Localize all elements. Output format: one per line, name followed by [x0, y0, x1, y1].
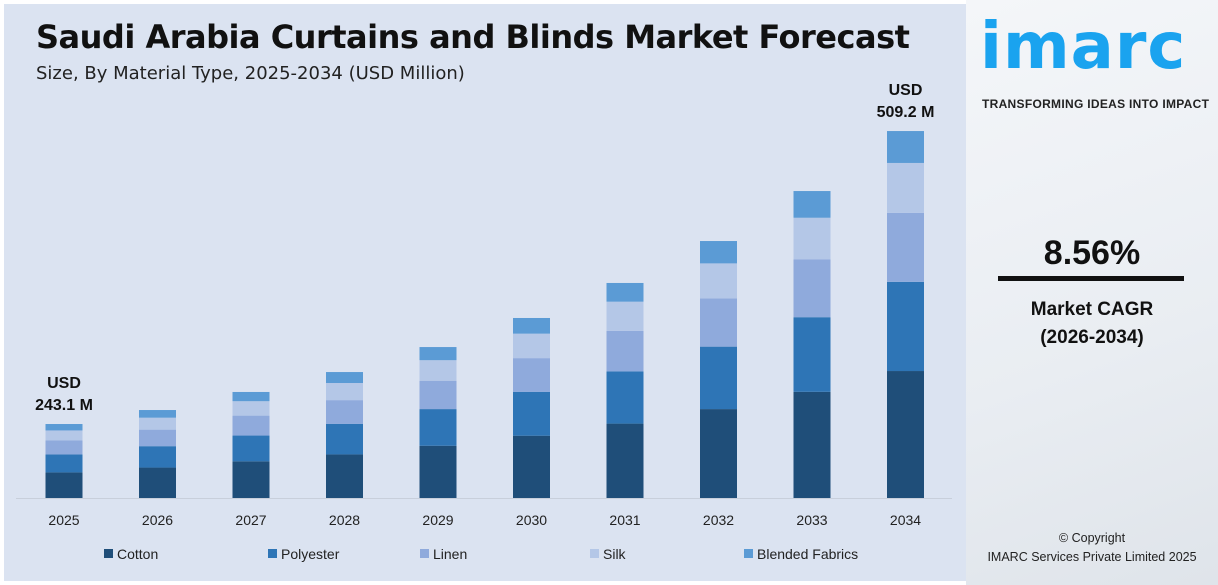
bar-segment-linen-2033 — [793, 259, 831, 318]
x-tick-label-2030: 2030 — [516, 512, 547, 528]
copyright: © Copyright IMARC Services Private Limit… — [966, 529, 1218, 567]
copyright-line1: © Copyright — [1058, 531, 1126, 545]
legend-swatch-cotton — [104, 549, 113, 558]
bar-segment-blended-fabrics-2028 — [326, 372, 363, 384]
bar-segment-blended-fabrics-2033 — [793, 191, 831, 218]
legend-swatch-polyester — [268, 549, 277, 558]
bar-segment-silk-2031 — [606, 301, 644, 331]
bar-segment-blended-fabrics-2030 — [513, 317, 550, 334]
bar-segment-blended-fabrics-2032 — [700, 241, 737, 264]
chart-title: Saudi Arabia Curtains and Blinds Market … — [36, 18, 910, 56]
bar-segment-cotton-2031 — [606, 423, 644, 498]
x-tick-label-2026: 2026 — [142, 512, 173, 528]
cagr-value: 8.56% — [1043, 234, 1141, 272]
bar-segment-cotton-2027 — [232, 461, 270, 498]
bar-segment-linen-2026 — [139, 429, 176, 447]
bar-segment-silk-2029 — [419, 360, 457, 381]
bar-segment-polyester-2026 — [139, 446, 176, 468]
cagr-label-line2: (2026-2034) — [1040, 327, 1144, 348]
bar-segment-linen-2028 — [326, 400, 363, 424]
data-label-2025-line1: USD — [47, 375, 81, 392]
side-panel: imarc TRANSFORMING IDEAS INTO IMPACT 8.5… — [966, 0, 1218, 585]
bar-segment-silk-2026 — [139, 417, 176, 430]
bar-segment-polyester-2028 — [326, 423, 363, 455]
legend-label-cotton: Cotton — [117, 546, 158, 562]
bar-segment-linen-2030 — [513, 358, 550, 392]
bar-segment-polyester-2032 — [700, 346, 737, 410]
data-label-2034-line1: USD — [889, 82, 923, 99]
bar-segment-silk-2033 — [793, 217, 831, 260]
legend-swatch-silk — [590, 549, 599, 558]
bar-segment-silk-2034 — [887, 162, 924, 213]
bar-segment-polyester-2025 — [45, 454, 83, 473]
legend-swatch-blended-fabrics — [744, 549, 753, 558]
bar-segment-silk-2027 — [232, 401, 270, 416]
bar-segment-cotton-2030 — [513, 435, 550, 498]
x-tick-label-2028: 2028 — [329, 512, 360, 528]
legend-label-polyester: Polyester — [281, 546, 340, 562]
bar-segment-polyester-2033 — [793, 317, 831, 392]
bar-segment-blended-fabrics-2029 — [419, 347, 457, 361]
x-tick-label-2025: 2025 — [48, 512, 79, 528]
chart-subtitle: Size, By Material Type, 2025-2034 (USD M… — [36, 63, 465, 84]
bar-segment-cotton-2032 — [700, 409, 737, 498]
bar-segment-blended-fabrics-2027 — [232, 391, 270, 402]
bar-segment-blended-fabrics-2025 — [45, 424, 83, 431]
bar-segment-cotton-2026 — [139, 467, 176, 498]
bar-segment-polyester-2034 — [887, 281, 924, 372]
bar-segment-cotton-2033 — [793, 391, 831, 498]
bar-segment-blended-fabrics-2034 — [887, 131, 924, 163]
bar-segment-polyester-2027 — [232, 435, 270, 462]
data-label-2034-line2: 509.2 M — [877, 104, 935, 121]
x-tick-label-2031: 2031 — [609, 512, 640, 528]
bar-segment-linen-2029 — [419, 380, 457, 410]
bar-segment-linen-2031 — [606, 330, 644, 372]
bar-segment-cotton-2025 — [45, 472, 83, 498]
bar-segment-blended-fabrics-2026 — [139, 410, 176, 418]
cagr-divider — [998, 276, 1184, 281]
bar-segment-linen-2034 — [887, 212, 924, 282]
bar-segment-linen-2027 — [232, 415, 270, 436]
bar-segment-cotton-2029 — [419, 445, 457, 498]
tagline: TRANSFORMING IDEAS INTO IMPACT — [982, 97, 1210, 111]
data-label-2025-line2: 243.1 M — [35, 397, 93, 414]
legend-label-silk: Silk — [603, 546, 627, 562]
imarc-logo: imarc — [980, 10, 1187, 84]
x-tick-label-2034: 2034 — [890, 512, 921, 528]
bar-segment-cotton-2028 — [326, 454, 363, 498]
bar-segment-cotton-2034 — [887, 371, 924, 498]
cagr-label: Market CAGR (2026-2034) — [966, 296, 1218, 352]
bar-segment-silk-2025 — [45, 430, 83, 441]
x-tick-label-2029: 2029 — [422, 512, 453, 528]
legend-swatch-linen — [420, 549, 429, 558]
bar-segment-blended-fabrics-2031 — [606, 282, 644, 302]
bar-segment-silk-2030 — [513, 333, 550, 359]
legend-label-linen: Linen — [433, 546, 467, 562]
cagr-label-line1: Market CAGR — [1030, 299, 1154, 320]
bar-chart: 2025 2026 2027 2028 2029 2030 2031 2032 2033 2034… — [16, 82, 952, 562]
x-tick-label-2033: 2033 — [796, 512, 827, 528]
x-tick-label-2027: 2027 — [235, 512, 266, 528]
bar-segment-silk-2032 — [700, 263, 737, 299]
legend-label-blended-fabrics: Blended Fabrics — [757, 546, 858, 562]
bar-segment-linen-2032 — [700, 298, 737, 347]
bar-segment-linen-2025 — [45, 440, 83, 455]
bar-segment-polyester-2030 — [513, 391, 550, 436]
bar-segment-silk-2028 — [326, 383, 363, 401]
copyright-line2: IMARC Services Private Limited 2025 — [987, 550, 1197, 564]
x-tick-label-2032: 2032 — [703, 512, 734, 528]
bar-segment-polyester-2031 — [606, 371, 644, 424]
bar-segment-polyester-2029 — [419, 409, 457, 446]
